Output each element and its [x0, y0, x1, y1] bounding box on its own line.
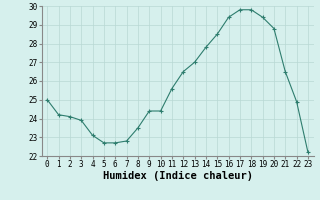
X-axis label: Humidex (Indice chaleur): Humidex (Indice chaleur) — [103, 171, 252, 181]
